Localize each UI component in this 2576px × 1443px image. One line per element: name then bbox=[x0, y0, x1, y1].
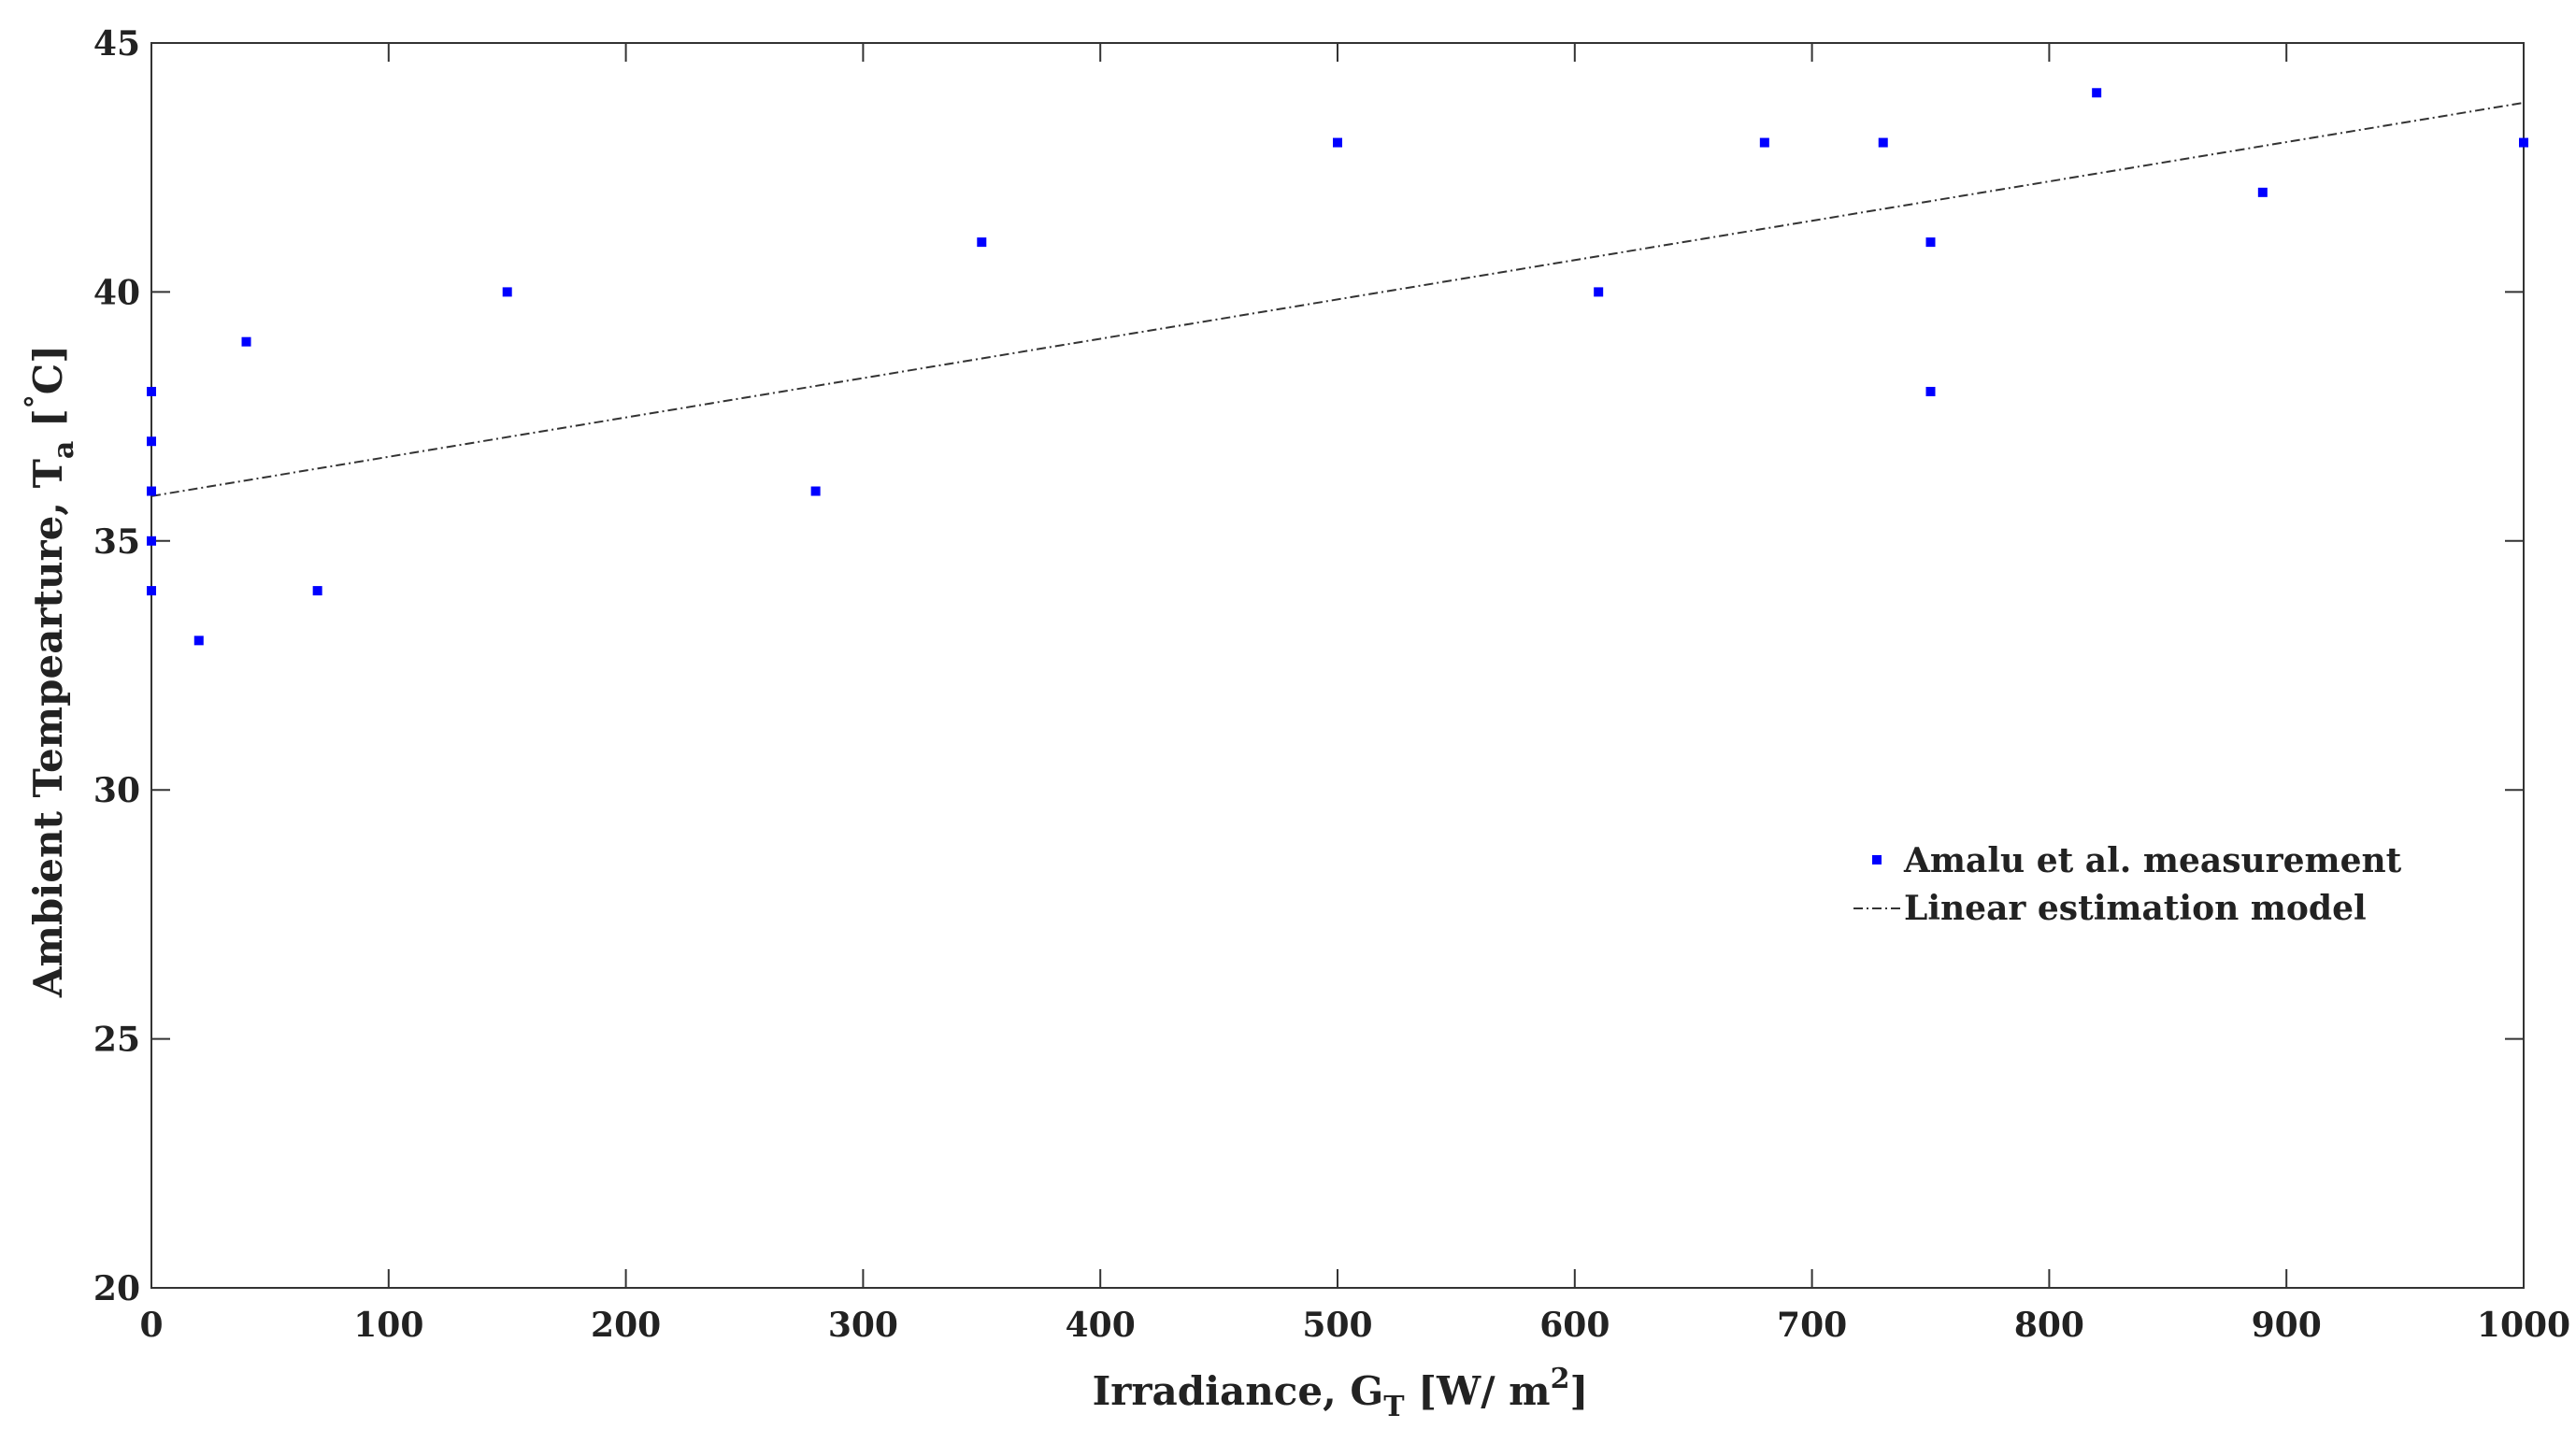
x-tick-label: 700 bbox=[1777, 1306, 1847, 1345]
data-point bbox=[312, 586, 322, 596]
y-axis-title: Ambient Tempearture, Ta [°C] bbox=[20, 345, 80, 998]
data-point bbox=[193, 636, 204, 646]
legend: Amalu et al. measurement Linear estimati… bbox=[1853, 841, 2402, 928]
data-point bbox=[147, 486, 156, 496]
x-tick-label: 800 bbox=[2014, 1306, 2084, 1345]
data-point bbox=[1925, 237, 1936, 248]
data-point bbox=[1333, 137, 1342, 148]
data-point bbox=[2257, 187, 2268, 197]
x-tick-label: 1000 bbox=[2477, 1306, 2570, 1345]
y-tick-label: 20 bbox=[93, 1269, 140, 1308]
data-point bbox=[147, 436, 156, 447]
x-axis-ticks: 0 100 200 300 400 500 600 700 800 900 1000 bbox=[139, 43, 2570, 1345]
data-point bbox=[2519, 137, 2528, 148]
y-tick-label: 40 bbox=[93, 273, 140, 312]
data-point bbox=[147, 386, 156, 396]
legend-marker-measurement bbox=[1872, 855, 1882, 864]
legend-label-linear-model: Linear estimation model bbox=[1904, 889, 2367, 928]
data-point bbox=[241, 336, 251, 347]
x-tick-label: 300 bbox=[828, 1306, 898, 1345]
x-tick-label: 500 bbox=[1302, 1306, 1372, 1345]
data-point bbox=[1759, 137, 1769, 148]
legend-label-measurement: Amalu et al. measurement bbox=[1903, 841, 2402, 880]
data-point bbox=[502, 287, 512, 297]
data-point bbox=[147, 536, 156, 546]
x-tick-label: 900 bbox=[2252, 1306, 2322, 1345]
x-axis-title: Irradiance, GT [W/ m2] bbox=[1093, 1363, 1589, 1423]
data-point bbox=[1594, 287, 1604, 297]
y-tick-label: 30 bbox=[93, 771, 140, 810]
data-point bbox=[2092, 88, 2102, 98]
series-line-linear-model bbox=[150, 101, 2525, 497]
x-tick-label: 0 bbox=[139, 1306, 163, 1345]
series-layer bbox=[147, 88, 2528, 646]
data-point bbox=[810, 486, 821, 496]
y-tick-label: 35 bbox=[93, 522, 140, 562]
data-point bbox=[1878, 137, 1888, 148]
x-tick-label: 200 bbox=[591, 1306, 661, 1345]
data-point bbox=[977, 237, 987, 248]
y-axis-ticks: 20 25 30 35 40 45 bbox=[93, 24, 2524, 1308]
y-tick-label: 45 bbox=[93, 24, 140, 64]
y-tick-label: 25 bbox=[93, 1021, 140, 1060]
data-point bbox=[1925, 386, 1936, 396]
x-tick-label: 100 bbox=[353, 1306, 423, 1345]
x-tick-label: 400 bbox=[1066, 1306, 1136, 1345]
data-point bbox=[147, 586, 156, 596]
x-tick-label: 600 bbox=[1539, 1306, 1610, 1345]
